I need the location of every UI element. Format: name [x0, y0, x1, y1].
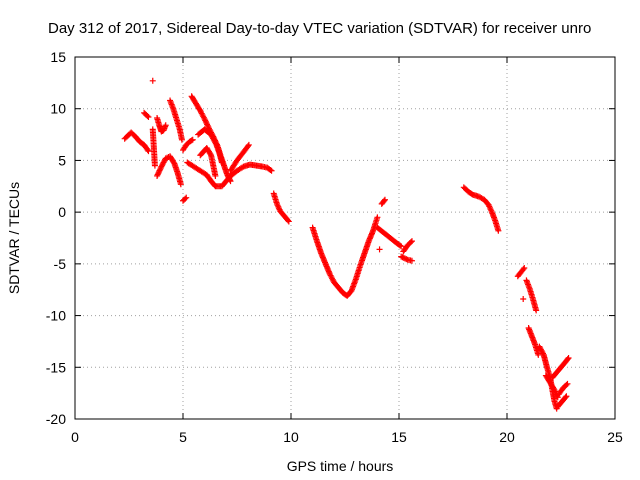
- data-point: [202, 117, 209, 124]
- chart-title: Day 312 of 2017, Sidereal Day-to-day VTE…: [48, 20, 591, 37]
- data-point: [285, 218, 292, 225]
- data-point: [550, 385, 557, 392]
- y-tick-label: 0: [58, 204, 66, 220]
- data-point: [188, 137, 195, 144]
- data-point: [204, 122, 211, 129]
- data-point: [408, 238, 415, 245]
- data-point: [212, 172, 219, 179]
- data-point: [397, 242, 404, 249]
- data-point: [144, 146, 151, 153]
- x-tick-label: 0: [71, 429, 79, 445]
- data-point: [564, 380, 571, 387]
- data-point: [535, 351, 542, 358]
- data-point: [268, 167, 275, 174]
- data-point: [533, 307, 540, 314]
- data-point: [177, 181, 184, 188]
- data-point: [155, 170, 162, 177]
- x-tick-label: 5: [179, 429, 187, 445]
- data-point: [149, 77, 156, 84]
- data-point: [403, 256, 410, 263]
- data-point: [398, 243, 405, 250]
- data-point: [554, 394, 561, 401]
- ticks-layer: 0 5 10 15 20 25 -20 -15 -10 -5 0 5 10 15: [46, 49, 623, 445]
- data-point: [521, 264, 528, 271]
- data-point: [157, 166, 164, 173]
- data-point: [563, 381, 570, 388]
- y-tick-label: -15: [46, 359, 66, 375]
- y-tick-label: -20: [46, 411, 66, 427]
- data-point: [200, 114, 207, 121]
- x-tick-label: 10: [283, 429, 299, 445]
- data-point: [563, 393, 570, 400]
- data-point: [182, 195, 189, 202]
- data-point: [145, 113, 152, 120]
- data-point: [144, 112, 151, 119]
- y-tick-label: -5: [54, 256, 67, 272]
- data-point: [495, 227, 502, 234]
- x-tick-label: 25: [607, 429, 623, 445]
- plot-frame: [74, 56, 616, 420]
- data-point: [565, 354, 572, 361]
- data-point: [245, 141, 252, 148]
- data-point: [408, 257, 415, 264]
- data-point: [244, 143, 251, 150]
- data-point: [284, 217, 291, 224]
- data-point: [374, 214, 381, 221]
- data-point: [267, 166, 274, 173]
- y-axis-label: SDTVAR / TECUs: [6, 182, 22, 294]
- data-point: [183, 194, 190, 201]
- data-point: [381, 196, 388, 203]
- data-point: [156, 167, 163, 174]
- data-point: [162, 122, 169, 129]
- data-point: [204, 121, 211, 128]
- data-point: [145, 148, 152, 155]
- data-point: [381, 197, 388, 204]
- data-point: [520, 296, 527, 303]
- data-point: [207, 151, 214, 158]
- data-point: [154, 172, 161, 179]
- x-tick-label: 20: [499, 429, 515, 445]
- data-point: [189, 136, 196, 143]
- data-point: [201, 116, 208, 123]
- data-point: [376, 246, 383, 253]
- points-layer: [121, 77, 572, 412]
- y-tick-label: -10: [46, 308, 66, 324]
- data-point: [178, 136, 185, 143]
- data-point: [564, 356, 571, 363]
- data-point: [520, 266, 527, 273]
- y-tick-label: 15: [50, 49, 66, 65]
- data-point: [212, 140, 219, 147]
- data-point: [562, 394, 569, 401]
- y-tick-label: 10: [50, 101, 66, 117]
- y-tick-label: 5: [58, 152, 66, 168]
- data-point: [203, 120, 210, 127]
- x-tick-label: 15: [391, 429, 407, 445]
- x-axis-label: GPS time / hours: [287, 458, 394, 474]
- grid-layer: [75, 57, 615, 419]
- data-point: [407, 239, 414, 246]
- data-point: [151, 162, 158, 169]
- data-point: [202, 118, 209, 125]
- data-point: [218, 159, 225, 166]
- data-point: [154, 171, 161, 178]
- data-point: [155, 168, 162, 175]
- data-point: [540, 350, 546, 357]
- data-point: [157, 164, 164, 171]
